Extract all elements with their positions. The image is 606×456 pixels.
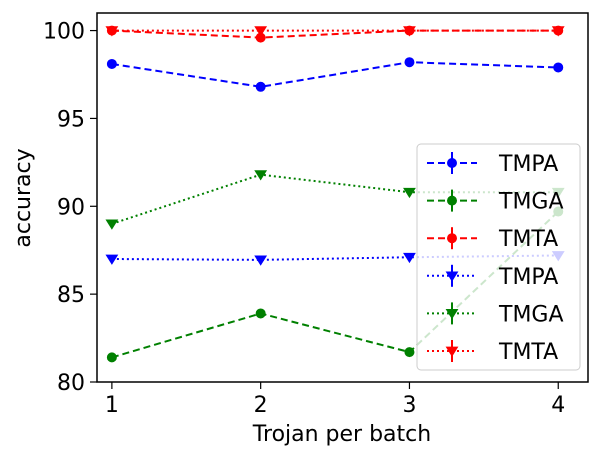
data-point [106,58,117,69]
axis-ticks: 1 2 3 4 80 85 90 95 100 [43,20,565,418]
y-tick-label: 85 [57,283,85,308]
series-line [111,61,559,88]
legend-box [416,143,581,371]
y-tick-label: 80 [57,371,85,396]
series-line [111,29,559,39]
data-point [255,308,266,319]
legend-label: TMGA [498,302,564,327]
x-tick-label: 4 [551,393,565,418]
data-point [254,170,268,181]
x-tick-label: 2 [254,393,268,418]
data-point [254,26,268,37]
data-point [105,254,119,265]
legend-entry: TMTA [427,227,558,252]
legend-marker [447,233,457,244]
data-point [404,347,415,358]
y-tick-label: 100 [43,20,85,45]
data-point [553,62,564,73]
legend-entry: TMGA [427,302,564,327]
legend-label: TMGA [498,190,564,215]
legend-marker [445,271,459,282]
y-tick-label: 95 [57,107,85,132]
legend: TMPA TMGA TMTA TMPA TMGA TMTA [416,143,581,371]
legend-label: TMPA [498,265,558,290]
legend-label: TMTA [498,227,558,252]
legend-marker [447,195,457,206]
y-axis-label: accuracy [11,148,36,247]
legend-label: TMTA [498,340,558,365]
data-point [105,219,119,230]
series-tmta-dashed [106,25,564,43]
legend-entry: TMPA [427,152,558,177]
legend-marker [445,309,459,320]
data-point [403,187,416,199]
series-tmta-dotted [105,26,565,37]
x-tick-label: 1 [105,393,119,418]
data-point [105,26,119,37]
legend-entry: TMPA [427,264,558,290]
x-tick-label: 3 [402,393,416,418]
legend-marker [445,346,459,357]
data-point [551,26,565,37]
data-point [255,81,266,92]
data-point [403,252,416,264]
legend-entry: TMTA [427,340,558,365]
series-tmpa-dashed [106,57,564,92]
legend-label: TMPA [498,152,558,177]
data-point [403,26,416,37]
y-tick-label: 90 [57,195,85,220]
legend-entry: TMGA [427,189,564,215]
x-axis-label: Trojan per batch [252,422,431,447]
legend-marker [447,158,457,168]
data-point [404,57,415,68]
plot-frame [96,12,589,383]
data-point [106,352,117,363]
data-point [254,255,268,266]
